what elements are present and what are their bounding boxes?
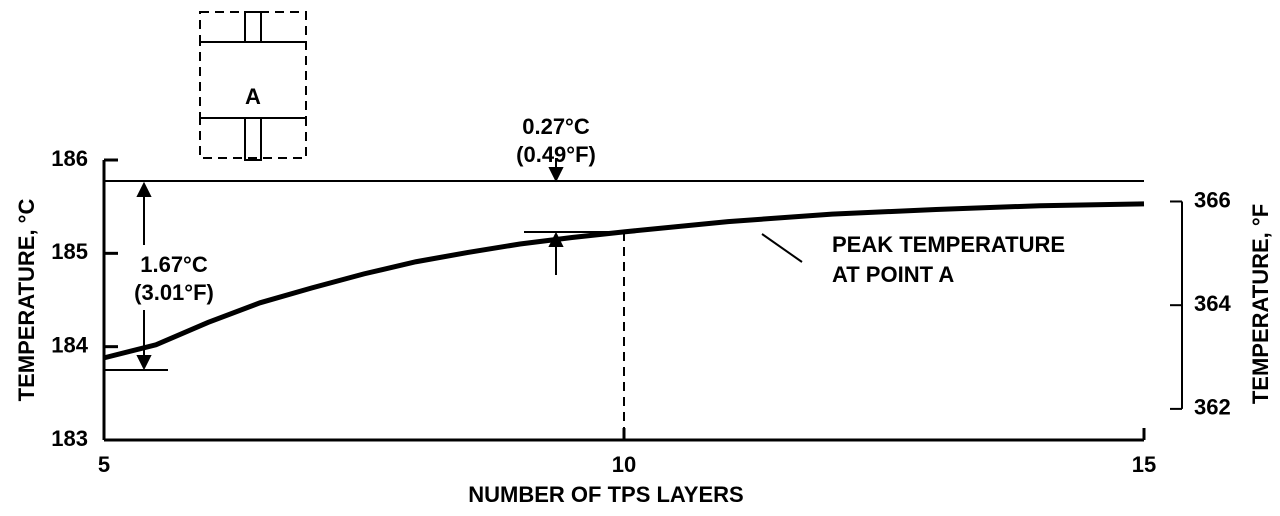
y-tick-label: 185	[51, 239, 88, 264]
y-tick-label: 183	[51, 426, 88, 451]
annotation: 1.67°C	[140, 252, 208, 277]
x-tick-label: 10	[612, 452, 636, 477]
x-tick-label: 5	[98, 452, 110, 477]
y2-axis-label: TEMPERATURE, °F	[1248, 204, 1273, 404]
annotation: PEAK TEMPERATURE	[832, 232, 1065, 257]
annotation: (3.01°F)	[134, 280, 214, 305]
y-axis-label: TEMPERATURE, °C	[14, 199, 39, 402]
annotation: (0.49°F)	[516, 142, 596, 167]
y-tick-label: 184	[51, 332, 88, 357]
annotation: AT POINT A	[832, 262, 954, 287]
inset-diagram	[199, 11, 307, 161]
y2-tick-label: 366	[1194, 187, 1231, 212]
point-label: A	[245, 84, 261, 109]
annotation: 0.27°C	[522, 114, 590, 139]
y2-tick-label: 364	[1194, 291, 1231, 316]
y-tick-label: 186	[51, 146, 88, 171]
x-tick-label: 15	[1132, 452, 1156, 477]
curve	[103, 201, 1145, 361]
y2-tick-label: 362	[1194, 395, 1231, 420]
x-axis-label: NUMBER OF TPS LAYERS	[468, 482, 743, 507]
arrows	[136, 158, 803, 371]
